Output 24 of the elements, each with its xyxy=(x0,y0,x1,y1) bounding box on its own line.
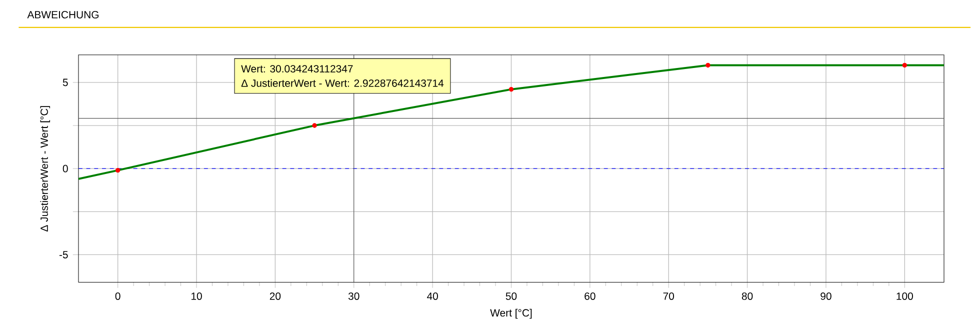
point xyxy=(706,62,710,68)
x-tick-label: 40 xyxy=(426,292,438,300)
point xyxy=(508,86,514,92)
y-axis-title: Δ JustierterWert - Wert [°C] xyxy=(40,106,50,232)
x-tick-label: 50 xyxy=(506,292,517,300)
x-tick-label: 30 xyxy=(348,292,360,300)
point xyxy=(312,123,317,128)
annotation: Wert: 30.034243112347 xyxy=(241,64,353,72)
x-tick-label: 90 xyxy=(820,292,832,300)
x-tick-label: 20 xyxy=(270,292,281,300)
x-axis-title: Wert [°C] xyxy=(490,308,532,318)
x-tick-label: 70 xyxy=(663,292,674,300)
x-tick-label: 100 xyxy=(896,292,913,300)
x-tick-label: 80 xyxy=(742,292,753,300)
annotation: Δ JustierterWert - Wert: 2.92287642143714 xyxy=(241,79,444,87)
y-tick-label: -5 xyxy=(59,250,68,258)
point xyxy=(115,168,120,173)
y-tick-label: 5 xyxy=(62,78,68,86)
y-tick-label: 0 xyxy=(62,164,68,172)
chart-title: ABWEICHUNG xyxy=(27,10,98,18)
point xyxy=(902,62,908,68)
x-tick-label: 0 xyxy=(115,292,120,300)
x-tick-label: 60 xyxy=(584,292,596,300)
x-tick-label: 10 xyxy=(191,292,202,300)
